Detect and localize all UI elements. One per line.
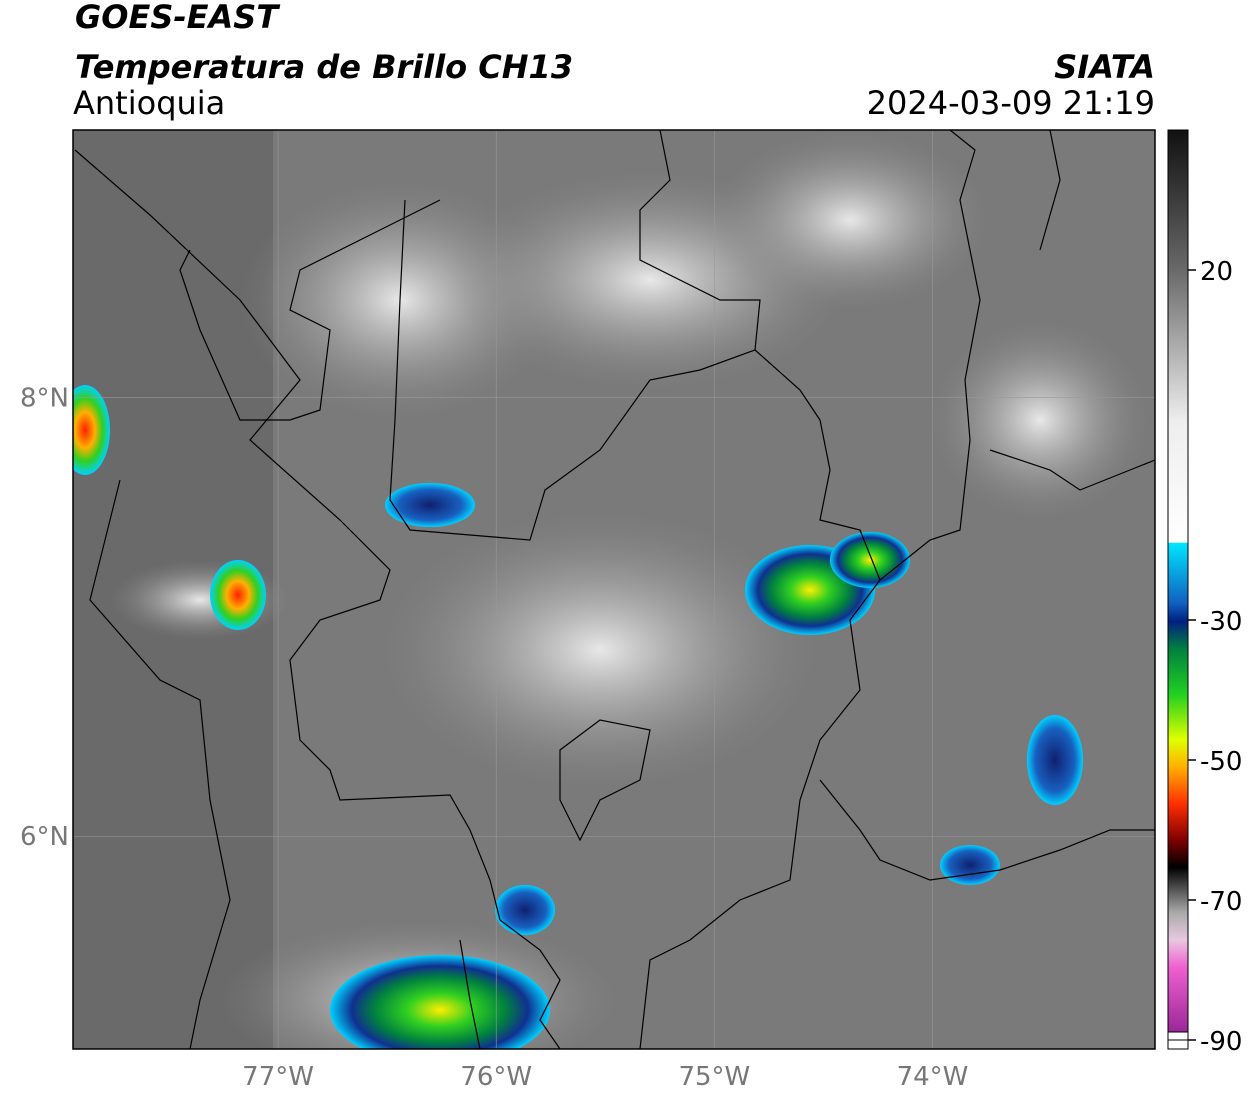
cloud <box>710 130 990 310</box>
border <box>389 130 761 541</box>
colorbar-tick-label: -30 <box>1200 607 1242 637</box>
source: SIATA <box>1054 48 1155 86</box>
border <box>639 579 881 1049</box>
storm-cell <box>210 560 266 630</box>
x-tick-label: 77°W <box>242 1062 314 1092</box>
colorbar-tick-label: -50 <box>1200 747 1242 777</box>
map <box>73 130 1155 1049</box>
cloud <box>930 320 1150 520</box>
region: Antioquia <box>73 84 225 122</box>
coastline <box>89 479 231 1049</box>
storm-cell <box>830 532 910 588</box>
storm-cell <box>330 955 550 1049</box>
coastline <box>179 199 441 421</box>
storm-cell <box>385 483 475 527</box>
border <box>989 130 1155 491</box>
y-tick-label: 6°N <box>20 822 69 852</box>
x-tick-label: 74°W <box>897 1062 969 1092</box>
storm-cell <box>495 885 555 935</box>
storm-cell <box>940 845 1000 885</box>
y-tick-label: 8°N <box>20 384 69 414</box>
x-tick-label: 75°W <box>678 1062 750 1092</box>
satellite: GOES-EAST <box>75 0 280 36</box>
border <box>459 919 561 1049</box>
border <box>74 149 501 921</box>
x-tick-label: 76°W <box>460 1062 532 1092</box>
storm-cell <box>1027 715 1083 805</box>
colorbar-tick-label: 20 <box>1200 257 1233 287</box>
cloud <box>380 510 820 790</box>
storm-cell <box>73 385 110 475</box>
product: Temperatura de Brillo CH13 <box>75 48 573 86</box>
colorbar-tick-label: -70 <box>1200 887 1242 917</box>
colorbar-frame <box>1167 129 1189 1041</box>
border <box>819 779 1155 881</box>
map-frame <box>72 129 1156 1050</box>
border <box>559 719 651 842</box>
timestamp: 2024-03-09 21:19 <box>867 84 1155 122</box>
border <box>754 130 981 581</box>
colorbar <box>1168 130 1188 1040</box>
colorbar-tick-label: -90 <box>1200 1027 1242 1057</box>
